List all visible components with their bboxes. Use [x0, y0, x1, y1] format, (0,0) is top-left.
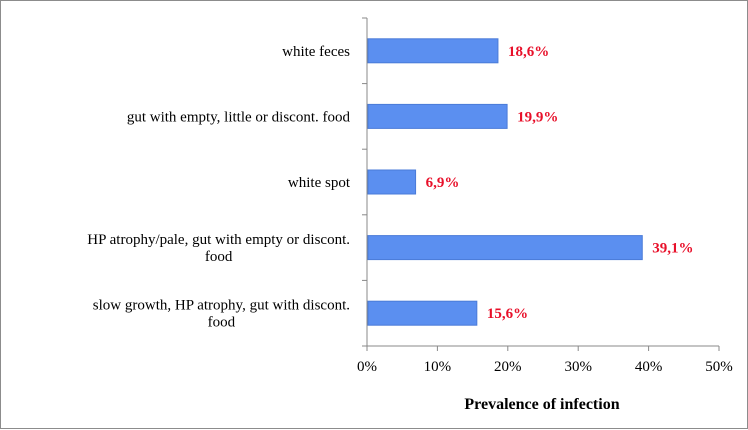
bar: [367, 300, 478, 326]
data-label: 18,6%: [508, 44, 549, 60]
data-label: 15,6%: [487, 306, 528, 322]
category-label: gut with empty, little or discont. food: [127, 109, 351, 125]
x-tick-label: 40%: [635, 359, 663, 375]
bar: [367, 103, 508, 129]
category-label: white spot: [288, 175, 351, 191]
axes: [362, 17, 720, 351]
data-label: 39,1%: [652, 241, 693, 257]
category-label: white feces: [282, 44, 350, 60]
data-labels: 18,6% 19,9% 6,9% 39,1% 15,6%: [426, 44, 694, 322]
data-label: 6,9%: [426, 175, 460, 191]
bar: [367, 169, 417, 195]
x-tick-label: 20%: [494, 359, 522, 375]
x-tick-label: 30%: [564, 359, 592, 375]
x-tick-labels: 0% 10% 20% 30% 40% 50%: [357, 359, 733, 375]
x-tick-label: 10%: [424, 359, 452, 375]
bar: [367, 235, 643, 261]
data-label: 19,9%: [517, 109, 558, 125]
x-tick-label: 0%: [357, 359, 377, 375]
x-axis-title: Prevalence of infection: [464, 396, 619, 413]
x-tick-label: 50%: [705, 359, 733, 375]
bar: [367, 38, 499, 64]
category-label: slow growth, HP atrophy, gut with discon…: [93, 298, 350, 331]
category-label: HP atrophy/pale, gut with empty or disco…: [87, 232, 350, 265]
category-labels: white feces gut with empty, little or dis…: [87, 44, 351, 331]
bars: [367, 38, 643, 326]
